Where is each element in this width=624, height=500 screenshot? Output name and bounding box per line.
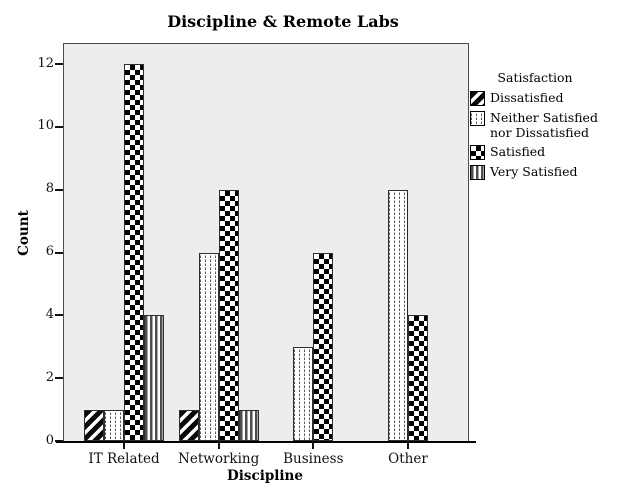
legend-item-very-satisfied: Very Satisfied bbox=[470, 164, 622, 180]
y-tick-mark bbox=[54, 440, 63, 442]
plot-area: 0 2 4 6 8 10 12 IT Related Networking Business Oth… bbox=[37, 43, 476, 467]
y-tick-mark bbox=[54, 377, 63, 380]
legend-label: Neither Satisfied nor Dissatisfied bbox=[490, 110, 598, 140]
bar-satisfied-it-related bbox=[124, 64, 144, 441]
legend-item-satisfied: Satisfied bbox=[470, 144, 622, 160]
bar-neither-satisfied-nor-dissatisfied-it-related bbox=[104, 409, 124, 441]
y-tick-label: 10 bbox=[37, 118, 54, 134]
bar-very-satisfied-it-related bbox=[144, 315, 164, 441]
x-axis-line bbox=[56, 441, 476, 443]
diagonal-hatch-swatch-icon bbox=[470, 91, 485, 106]
legend: Satisfaction Dissatisfied Neither Satisfi… bbox=[470, 70, 622, 184]
checkerboard-swatch-icon bbox=[470, 145, 485, 160]
category-label-it-related: IT Related bbox=[88, 451, 160, 467]
x-tick-mark bbox=[123, 441, 125, 449]
y-tick-label: 12 bbox=[37, 55, 54, 71]
bar-neither-satisfied-nor-dissatisfied-business bbox=[293, 346, 314, 441]
category-label-other: Other bbox=[388, 451, 428, 467]
x-tick-mark bbox=[407, 441, 409, 449]
y-tick-mark bbox=[54, 63, 63, 66]
bar-dissatisfied-it-related bbox=[84, 409, 104, 441]
legend-items: Dissatisfied Neither Satisfied nor Dissat… bbox=[470, 90, 622, 180]
y-tick-label: 0 bbox=[45, 432, 54, 448]
bar-satisfied-other bbox=[408, 315, 428, 441]
y-tick-mark bbox=[54, 125, 63, 128]
y-tick-mark bbox=[54, 314, 63, 317]
x-tick-mark bbox=[217, 441, 220, 449]
y-tick-label: 2 bbox=[45, 369, 54, 385]
legend-item-dissatisfied: Dissatisfied bbox=[470, 90, 622, 106]
x-axis-label: Discipline bbox=[227, 468, 303, 484]
bar-satisfied-networking bbox=[218, 189, 239, 441]
y-tick-mark bbox=[54, 188, 63, 191]
y-tick-label: 6 bbox=[45, 244, 54, 260]
legend-label: Very Satisfied bbox=[490, 164, 578, 179]
bar-very-satisfied-networking bbox=[238, 409, 259, 441]
bar-dissatisfied-networking bbox=[178, 409, 199, 441]
category-label-networking: Networking bbox=[178, 451, 260, 467]
bar-satisfied-business bbox=[313, 252, 334, 441]
legend-title: Satisfaction bbox=[497, 70, 573, 85]
vertical-stripes-swatch-icon bbox=[470, 165, 485, 180]
bar-neither-satisfied-nor-dissatisfied-other bbox=[388, 189, 408, 441]
chart-title: Discipline & Remote Labs bbox=[167, 12, 399, 31]
category-label-business: Business bbox=[283, 451, 344, 467]
y-tick-label: 4 bbox=[45, 306, 54, 322]
legend-label: Satisfied bbox=[490, 144, 546, 159]
y-tick-mark bbox=[54, 251, 63, 254]
y-tick-label: 8 bbox=[45, 181, 54, 197]
x-tick-mark bbox=[312, 441, 315, 449]
legend-label: Dissatisfied bbox=[490, 90, 564, 105]
dotted-dash-swatch-icon bbox=[470, 111, 485, 126]
bar-neither-satisfied-nor-dissatisfied-networking bbox=[198, 252, 219, 441]
legend-item-neither-satisfied-nor-dissatisfied: Neither Satisfied nor Dissatisfied bbox=[470, 110, 622, 140]
